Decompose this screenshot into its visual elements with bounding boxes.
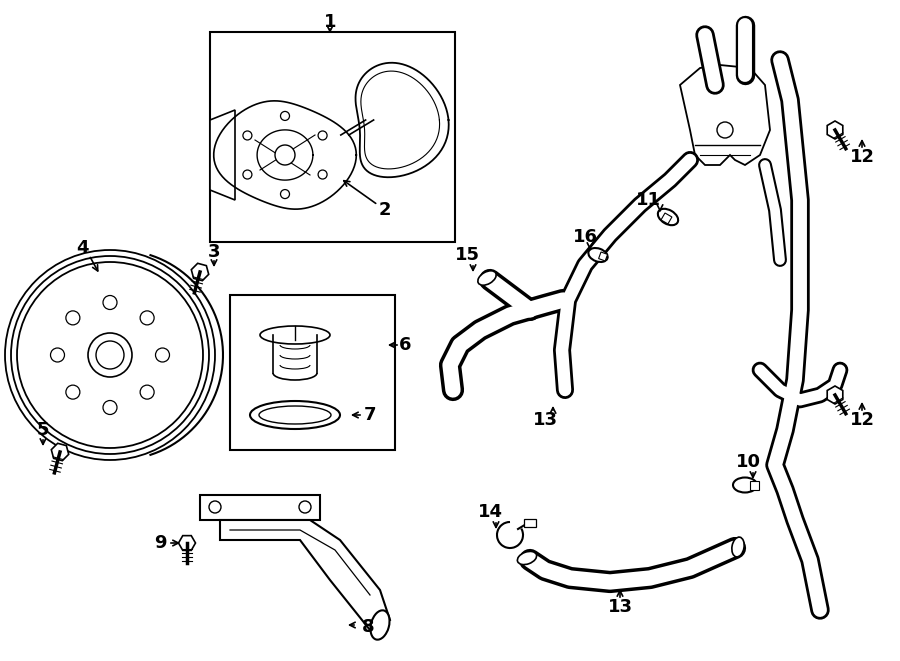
Text: 3: 3 [208, 243, 220, 261]
Bar [524, 519, 536, 527]
Circle shape [243, 131, 252, 140]
Circle shape [717, 122, 733, 138]
Circle shape [299, 501, 311, 513]
Ellipse shape [732, 537, 744, 557]
Text: 6: 6 [399, 336, 411, 354]
Polygon shape [178, 535, 195, 551]
Text: 14: 14 [478, 503, 502, 521]
Bar [598, 252, 608, 261]
Bar [210, 32, 455, 242]
Polygon shape [210, 110, 235, 200]
Ellipse shape [478, 271, 496, 285]
Text: 12: 12 [850, 411, 875, 429]
Text: 1: 1 [324, 13, 337, 31]
Ellipse shape [518, 551, 536, 564]
Bar [750, 481, 759, 490]
Bar [661, 213, 672, 224]
Circle shape [281, 190, 290, 198]
Ellipse shape [589, 248, 608, 262]
Ellipse shape [371, 610, 390, 640]
Text: 12: 12 [850, 148, 875, 166]
Circle shape [243, 170, 252, 179]
Text: 13: 13 [608, 598, 633, 616]
Text: 10: 10 [735, 453, 760, 471]
Ellipse shape [250, 401, 340, 429]
Text: 16: 16 [572, 228, 598, 246]
Ellipse shape [259, 406, 331, 424]
Circle shape [88, 333, 132, 377]
Text: 11: 11 [635, 191, 661, 209]
Text: 2: 2 [379, 201, 392, 219]
Circle shape [209, 501, 221, 513]
Polygon shape [192, 263, 209, 281]
Text: 15: 15 [454, 246, 480, 264]
Circle shape [96, 341, 124, 369]
Polygon shape [220, 520, 390, 630]
Circle shape [318, 131, 327, 140]
Circle shape [275, 145, 295, 165]
Text: 8: 8 [362, 618, 374, 636]
Polygon shape [827, 386, 842, 404]
Ellipse shape [658, 209, 678, 225]
Circle shape [281, 112, 290, 120]
Text: 5: 5 [37, 421, 50, 439]
Text: 13: 13 [533, 411, 557, 429]
Polygon shape [200, 495, 320, 520]
Polygon shape [827, 121, 842, 139]
Polygon shape [51, 444, 68, 461]
Ellipse shape [260, 326, 330, 344]
Text: 7: 7 [364, 406, 376, 424]
Bar [230, 295, 395, 450]
Text: 9: 9 [154, 534, 166, 552]
Polygon shape [680, 65, 770, 165]
Ellipse shape [733, 477, 757, 492]
Circle shape [318, 170, 327, 179]
Text: 4: 4 [76, 239, 88, 257]
